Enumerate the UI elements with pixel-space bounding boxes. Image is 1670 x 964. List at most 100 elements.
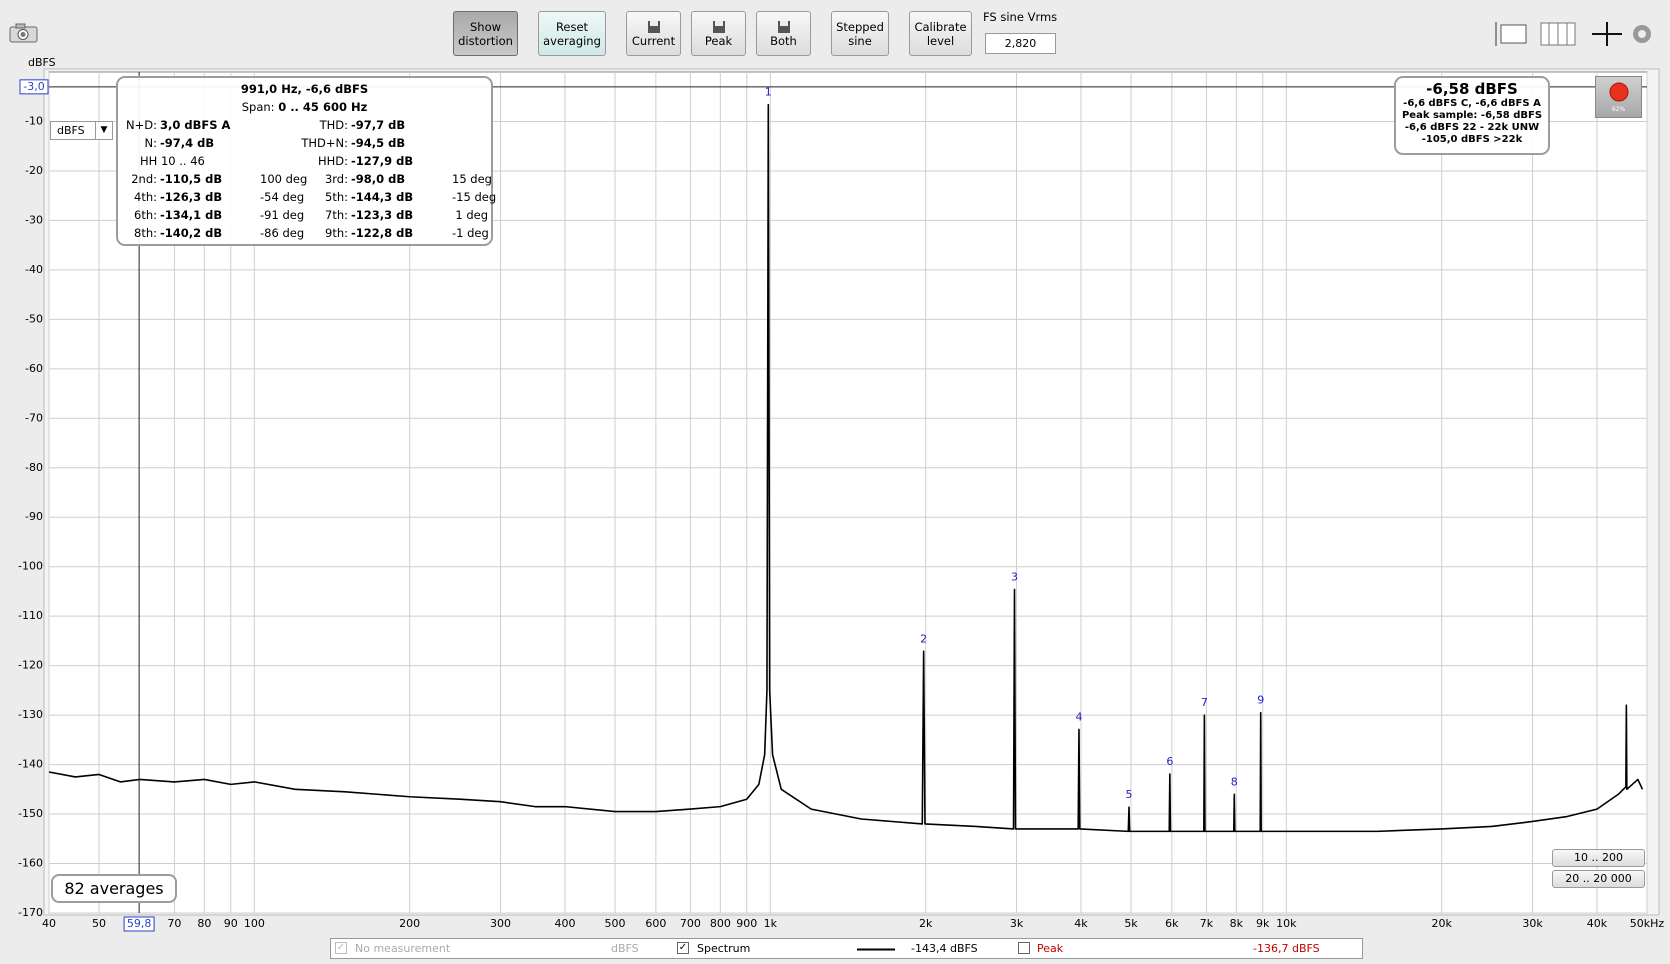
- harmonic-value: -126,3 dB: [160, 190, 223, 204]
- harmonic-label: 5th:: [325, 190, 348, 204]
- zoom-icon[interactable]: [1495, 22, 1527, 46]
- harmonic-phase: 1 deg: [455, 208, 488, 222]
- harmonic-marker: 8: [1231, 775, 1238, 788]
- harmonic-phase: -1 deg: [452, 226, 489, 240]
- metric-label: HHD:: [317, 154, 348, 168]
- harmonic-label: 7th:: [325, 208, 348, 222]
- checkbox[interactable]: [1018, 942, 1030, 954]
- x-tick-label: 5k: [1124, 917, 1138, 930]
- metric-value: -97,7 dB: [351, 118, 406, 132]
- harmonic-marker: 3: [1011, 570, 1018, 583]
- metric-value: -127,9 dB: [351, 154, 414, 168]
- harmonic-value: -123,3 dB: [351, 208, 414, 222]
- harmonic-marker: 1: [765, 86, 772, 99]
- range-button[interactable]: 20 .. 20 000: [1552, 870, 1645, 888]
- x-tick-label: 20k: [1431, 917, 1452, 930]
- button-label: Current: [631, 33, 676, 48]
- x-tick-label: 40k: [1587, 917, 1608, 930]
- save-current-button[interactable]: Current: [626, 11, 681, 56]
- harmonic-phase: -91 deg: [260, 208, 305, 222]
- x-tick-label: 40: [42, 917, 56, 930]
- harmonic-marker: 7: [1201, 696, 1208, 709]
- legend-readout: -136,7 dBFS: [1253, 942, 1320, 955]
- save-peak-button[interactable]: Peak: [691, 11, 746, 56]
- cursor-x-box: [123, 916, 155, 932]
- y-tick-label: -80: [25, 461, 43, 474]
- x-tick-label: 500: [605, 917, 626, 930]
- show-distortion-button[interactable]: Show distortion: [453, 11, 518, 56]
- checkbox[interactable]: ✓: [335, 942, 347, 954]
- fundamental: 991,0 Hz, -6,6 dBFS: [240, 82, 369, 96]
- screenshot-button[interactable]: [8, 22, 40, 44]
- y-tick-label: -20: [25, 164, 43, 177]
- legend-label: Peak: [1037, 942, 1064, 955]
- harmonic-label: 6th:: [134, 208, 157, 222]
- harmonic-phase: -54 deg: [260, 190, 305, 204]
- y-tick-label: -100: [18, 560, 43, 573]
- level-lines: -6,6 dBFS C, -6,6 dBFS A Peak sample: -6,…: [1396, 98, 1548, 146]
- x-tick-label: 300: [490, 917, 511, 930]
- distortion-table: N+D: 3,0 dBFS A THD: -97,7 dB N: -97,4 d…: [118, 116, 497, 242]
- x-tick-label: 6k: [1165, 917, 1179, 930]
- y-tick-label: -30: [25, 213, 43, 226]
- y-tick-label: -160: [18, 857, 43, 870]
- x-tick-label: 10k: [1276, 917, 1297, 930]
- harmonic-marker: 2: [920, 632, 927, 645]
- record-button[interactable]: 62%: [1595, 76, 1642, 118]
- level-line: -6,6 dBFS C, -6,6 dBFS A: [1403, 98, 1541, 109]
- x-tick-label: 90: [224, 917, 238, 930]
- dropdown-arrow: ▼: [95, 122, 112, 139]
- metric-label: N:: [144, 136, 157, 150]
- calibrate-level-button[interactable]: Calibrate level: [909, 11, 972, 56]
- harmonic-value: -110,5 dB: [160, 172, 223, 186]
- fit-icon[interactable]: [1592, 22, 1622, 46]
- metric-label: N+D:: [126, 118, 157, 132]
- harmonic-marker: 4: [1075, 710, 1082, 723]
- meter: 62%: [1611, 106, 1626, 113]
- settings-icon[interactable]: [1633, 25, 1651, 43]
- checkbox[interactable]: ✓: [677, 942, 689, 954]
- range-button[interactable]: 10 .. 200: [1552, 849, 1645, 867]
- y-tick-label: -140: [18, 758, 43, 771]
- x-tick-label: 3k: [1010, 917, 1024, 930]
- x-tick-label: 600: [645, 917, 666, 930]
- legend-unit: dBFS: [611, 942, 639, 955]
- y-tick-label: -40: [25, 263, 43, 276]
- x-tick-label: 1k: [764, 917, 778, 930]
- harmonic-value: -122,8 dB: [351, 226, 414, 240]
- level: -6,58 dBFS: [1426, 80, 1518, 98]
- y-tick-label: -150: [18, 807, 43, 820]
- metric-value: -94,5 dB: [351, 136, 406, 150]
- x-tick-label: 400: [554, 917, 575, 930]
- metric-label: THD+N:: [301, 136, 348, 150]
- harmonic-label: 4th:: [134, 190, 157, 204]
- stepped-sine-button[interactable]: Stepped sine: [831, 11, 889, 56]
- level-panel: -6,58 dBFS -6,6 dBFS C, -6,6 dBFS A Peak …: [1394, 76, 1550, 155]
- cursor-y-box: [19, 79, 49, 95]
- harmonic-phase: 15 deg: [452, 172, 492, 186]
- x-tick-label: 70: [167, 917, 181, 930]
- span-value: 0 .. 45 600 Hz: [278, 100, 368, 114]
- x-tick-label: 4k: [1074, 917, 1088, 930]
- save-both-button[interactable]: Both: [756, 11, 811, 56]
- x-tick-label: 900: [736, 917, 757, 930]
- legend-label: Spectrum: [697, 942, 751, 955]
- reset-averaging-button[interactable]: Reset averaging: [538, 11, 606, 56]
- tile-icon[interactable]: [1540, 22, 1576, 46]
- view-icons: [1495, 22, 1651, 46]
- y-tick-label: -50: [25, 312, 43, 325]
- y-tick-label: -170: [18, 906, 43, 919]
- metric-value: -97,4 dB: [160, 136, 215, 150]
- averages: 82 averages: [51, 874, 177, 903]
- harmonic-phase: -15 deg: [452, 190, 497, 204]
- hh-range: HH 10 .. 46: [140, 154, 205, 168]
- legend: ✓ No measurement dBFS ✓ Spectrum -143,4 …: [330, 938, 1363, 959]
- harmonic-phase: -86 deg: [260, 226, 305, 240]
- x-tick-label: 200: [399, 917, 420, 930]
- x-tick-label: 700: [680, 917, 701, 930]
- button-label: Both: [770, 33, 797, 48]
- unit-dropdown[interactable]: dBFS ▼: [50, 121, 113, 140]
- fs-input[interactable]: 2,820: [985, 33, 1056, 54]
- x-tick-label: 30k: [1522, 917, 1543, 930]
